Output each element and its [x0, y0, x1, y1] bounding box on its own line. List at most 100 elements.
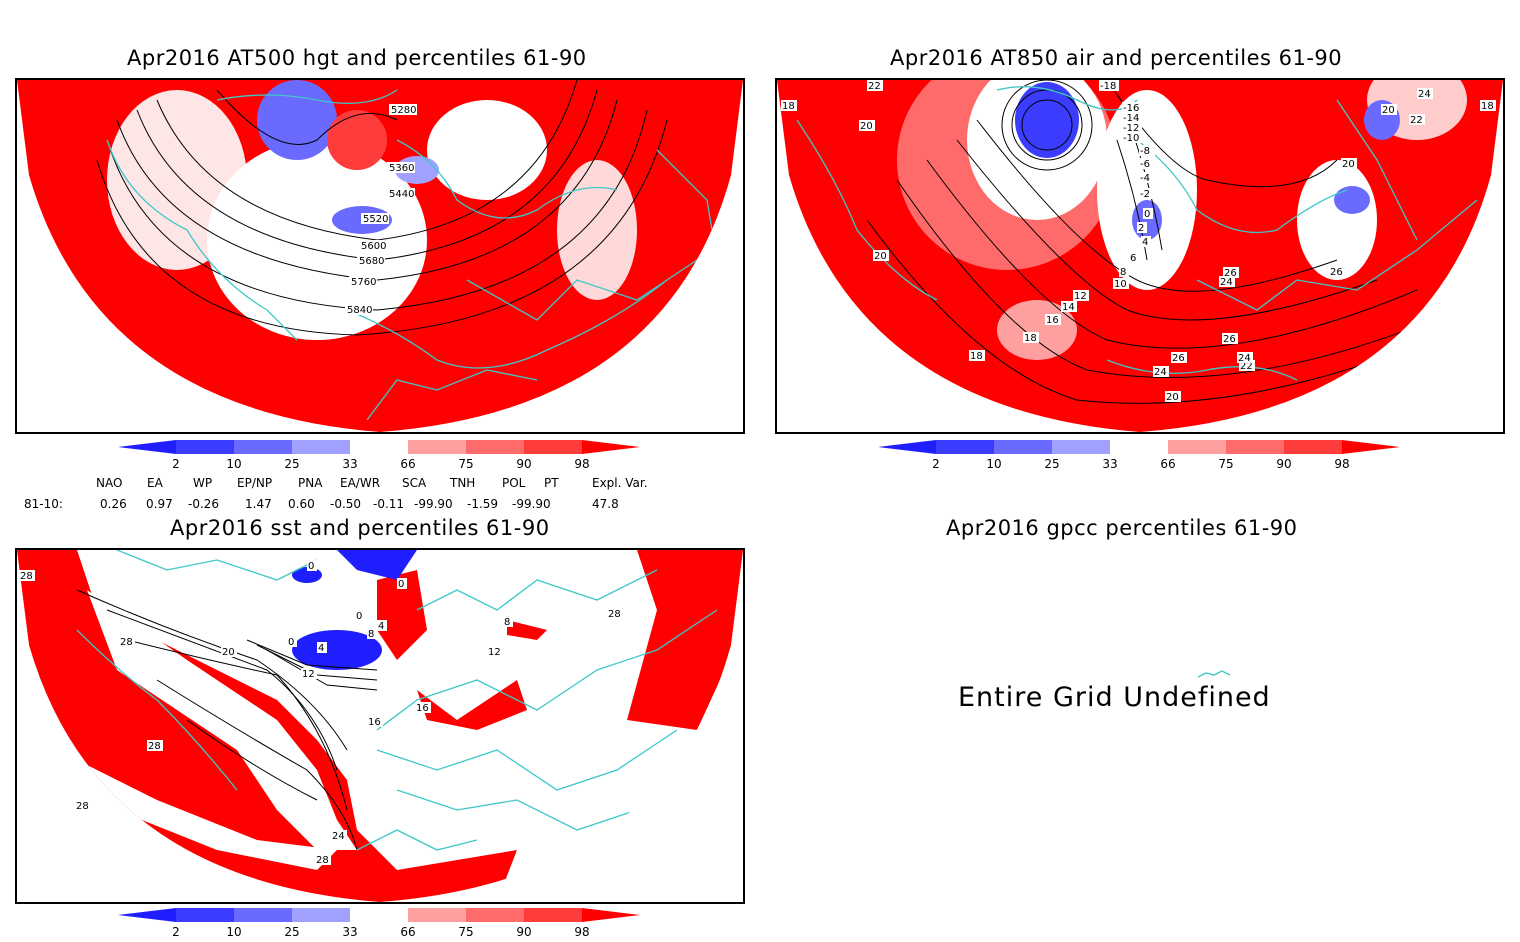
hgt-colorbar: 2 10 25 33 66 75 90 98 — [118, 440, 642, 471]
sst-contour-label: 28 — [316, 855, 329, 866]
sst-contour-label: 24 — [332, 831, 345, 842]
colorbar-tick-label: 2 — [932, 457, 940, 470]
sst-contour-label: 0 — [308, 561, 314, 572]
index-value: -0.26 — [188, 497, 220, 511]
index-header: POL — [502, 476, 526, 490]
air-contour-label: 14 — [1062, 302, 1075, 313]
sst-map: 28 28 28 28 20 4 0 12 16 0 4 8 0 0 16 8 … — [17, 550, 743, 902]
air-coastlines — [796, 86, 1478, 381]
index-value: -99.90 — [512, 497, 551, 511]
hgt-contour-label: 5760 — [351, 277, 376, 288]
colorbar-segment — [350, 908, 408, 922]
colorbar-tick-label: 33 — [342, 925, 357, 938]
colorbar-low-arrow — [118, 440, 176, 454]
colorbar-segment — [994, 440, 1052, 454]
sst-contour-label: 16 — [368, 717, 381, 728]
colorbar-tick-label: 10 — [226, 457, 241, 470]
colorbar-tick-label: 75 — [1218, 457, 1233, 470]
air-contour-label: -10 — [1123, 133, 1139, 144]
index-header: SCA — [402, 476, 427, 490]
colorbar-segment — [524, 440, 582, 454]
sst-contours — [76, 589, 378, 851]
colorbar-tick-label: 2 — [172, 925, 180, 938]
air-contour-label: 20 — [874, 251, 887, 262]
sst-contour-label: 0 — [288, 637, 294, 648]
air-contour-label: 18 — [1481, 101, 1494, 112]
air-contour-label: 12 — [1074, 291, 1087, 302]
colorbar-segment — [176, 440, 234, 454]
sst-coastlines — [76, 550, 718, 851]
sst-cold-anomaly — [292, 630, 382, 670]
index-value: 47.8 — [592, 497, 619, 511]
index-value: -99.90 — [414, 497, 453, 511]
colorbar-tick-label: 98 — [1334, 457, 1349, 470]
gpcc-coast-fragment — [1197, 670, 1231, 678]
colorbar-tick-label: 2 — [172, 457, 180, 470]
air-contour-label: 26 — [1223, 334, 1236, 345]
air-contour-label: 2 — [1138, 223, 1144, 234]
air-contour-label: 22 — [1240, 361, 1253, 372]
colorbar-tick-label: 66 — [1160, 457, 1175, 470]
hgt-contour-label: 5520 — [363, 214, 388, 225]
colorbar-tick-label: 66 — [400, 925, 415, 938]
colorbar-tick-label: 75 — [458, 457, 473, 470]
air-contour-label: 18 — [1024, 333, 1037, 344]
hgt-contour-label: 5840 — [347, 305, 372, 316]
air-contour-label: 26 — [1224, 268, 1237, 279]
gpcc-panel-title: Apr2016 gpcc percentiles 61-90 — [946, 516, 1298, 540]
index-value: 0.97 — [146, 497, 173, 511]
air-contour-label: 8 — [1120, 267, 1126, 278]
colorbar-segment — [234, 440, 292, 454]
colorbar-low-arrow — [118, 908, 176, 922]
air-contour-label: 26 — [1172, 353, 1185, 364]
air-contour-label: -2 — [1140, 189, 1150, 200]
colorbar-tick-label: 75 — [458, 925, 473, 938]
colorbar-segment — [524, 908, 582, 922]
sst-contour-label: 12 — [488, 647, 501, 658]
hgt-contour-label: 5360 — [389, 163, 414, 174]
sst-contour-label: 4 — [378, 621, 384, 632]
hgt-contour-label: 5280 — [391, 105, 416, 116]
colorbar-tick-label: 25 — [1044, 457, 1059, 470]
air-contour-label: 24 — [1418, 89, 1431, 100]
air-contour-label: 26 — [1330, 267, 1343, 278]
colorbar-tick-label: 33 — [342, 457, 357, 470]
colorbar-segment — [1284, 440, 1342, 454]
index-value: 0.26 — [100, 497, 127, 511]
sst-contour-label: 28 — [608, 609, 621, 620]
colorbar-segment — [292, 440, 350, 454]
air-contour-label: 20 — [1166, 392, 1179, 403]
colorbar-segment — [466, 440, 524, 454]
hgt-map: 5280 5360 5440 5520 5600 5680 5760 5840 — [17, 80, 743, 432]
air-contour-label: 22 — [1410, 115, 1423, 126]
colorbar-segment — [408, 440, 466, 454]
sst-contour-label: 20 — [222, 647, 235, 658]
air-contour-label: 4 — [1142, 237, 1148, 248]
sst-contour-label: 12 — [302, 669, 315, 680]
air-negative-anomaly — [1015, 82, 1079, 158]
colorbar-low-arrow — [878, 440, 936, 454]
air-contour-label: 6 — [1130, 253, 1136, 264]
index-header: TNH — [450, 476, 476, 490]
air-contour-label: 20 — [1382, 105, 1395, 116]
hgt-contour-label: 5680 — [359, 256, 384, 267]
air-contour-label: -6 — [1140, 159, 1150, 170]
air-contour-label: 18 — [970, 351, 983, 362]
air-map: -18 -16 -14 -12 -10 -8 -6 -4 -2 0 2 4 6 … — [777, 80, 1503, 432]
index-header: Expl. Var. — [592, 476, 648, 490]
index-value: 1.47 — [245, 497, 272, 511]
air-contour-label: 16 — [1046, 315, 1059, 326]
colorbar-tick-label: 90 — [1276, 457, 1291, 470]
air-contour-label: 24 — [1220, 277, 1233, 288]
hgt-negative-anomaly — [257, 80, 337, 160]
sst-contour-label: 16 — [416, 703, 429, 714]
index-value: -0.50 — [330, 497, 362, 511]
gpcc-undefined-message: Entire Grid Undefined — [958, 682, 1271, 713]
colorbar-segment — [176, 908, 234, 922]
sst-contour-label: 28 — [148, 741, 161, 752]
colorbar-segment — [292, 908, 350, 922]
index-header: PNA — [298, 476, 323, 490]
index-row-label: 81-10: — [24, 497, 63, 511]
colorbar-tick-label: 25 — [284, 457, 299, 470]
sst-panel-title: Apr2016 sst and percentiles 61-90 — [170, 516, 550, 540]
